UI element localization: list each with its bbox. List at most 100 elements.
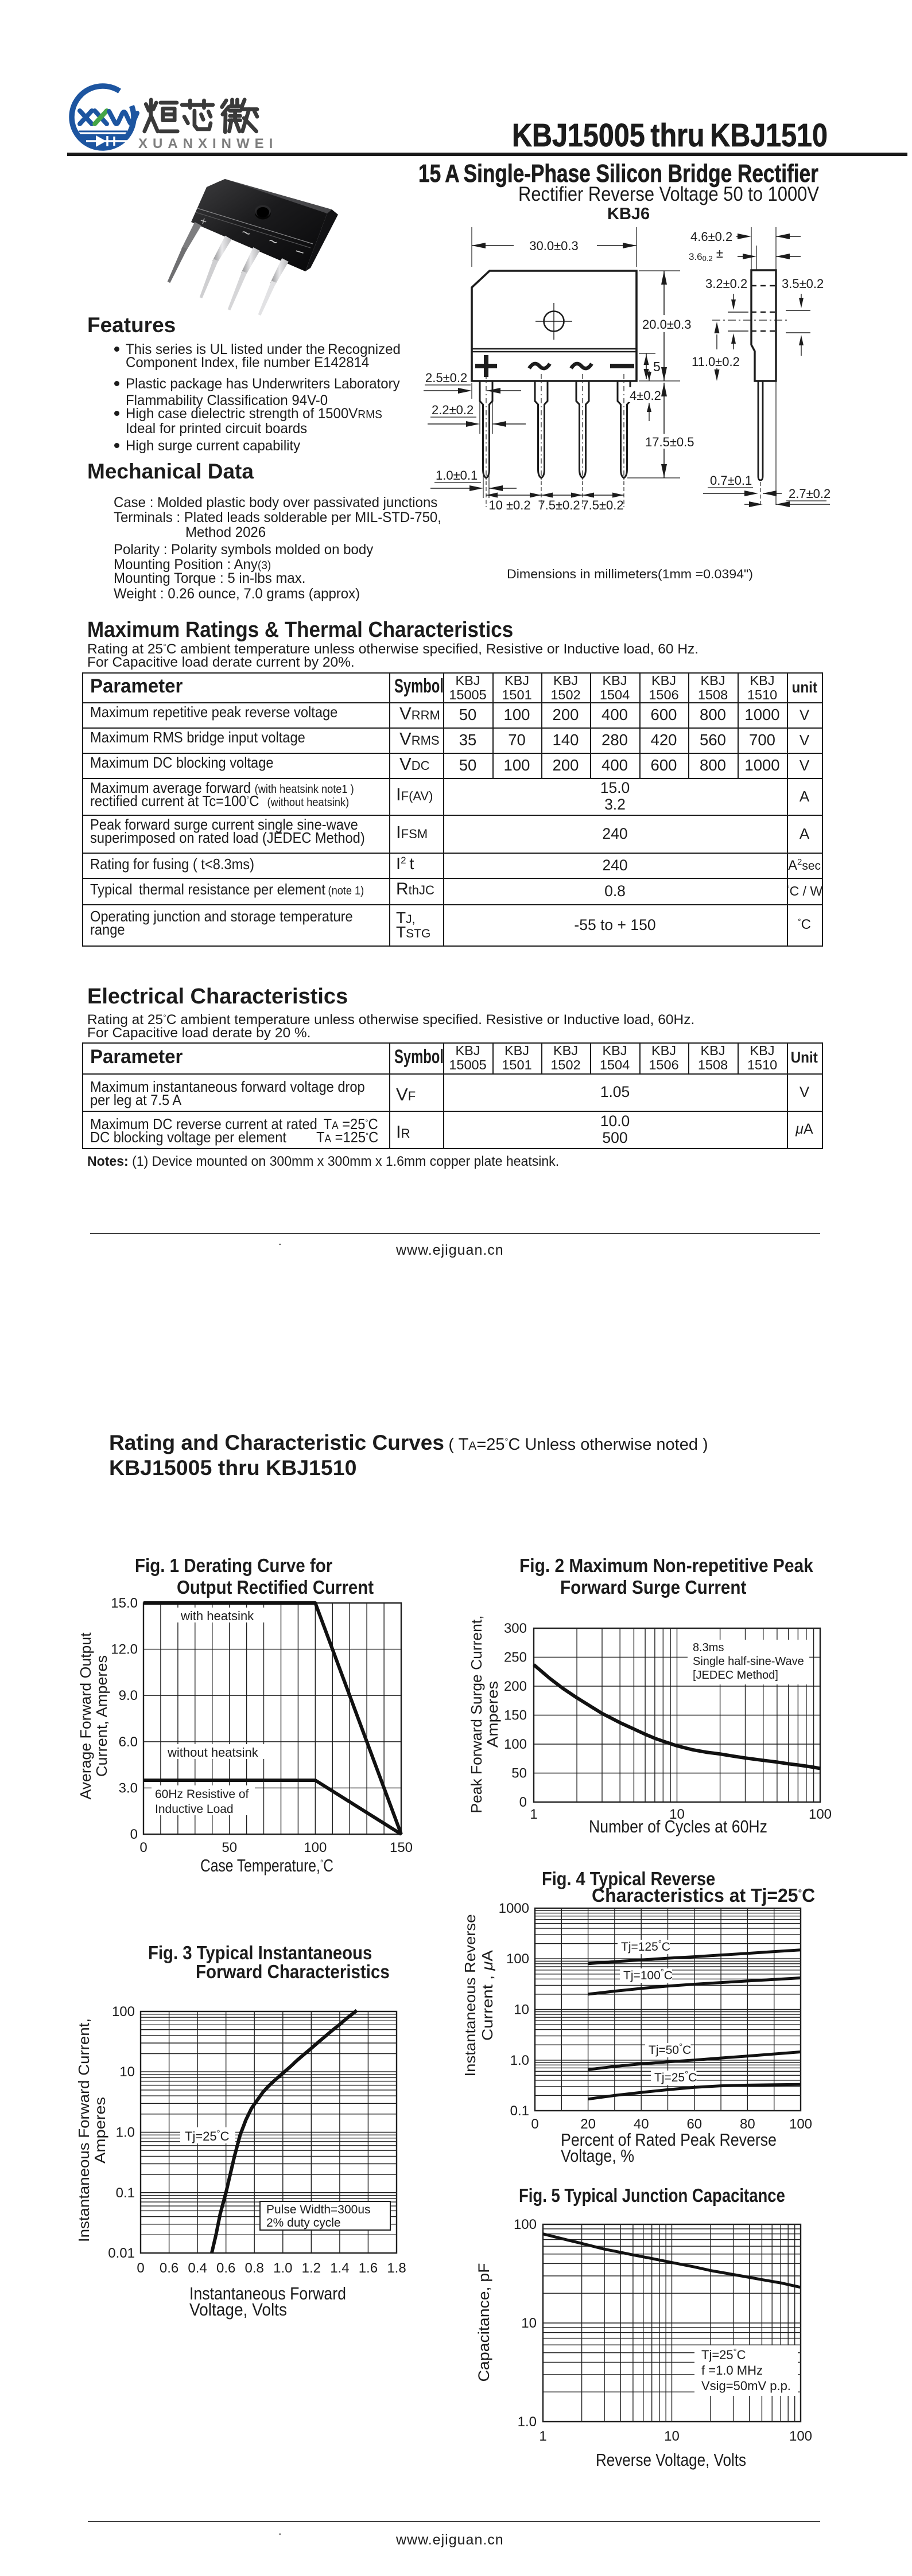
svg-text:4±0.2: 4±0.2 [630, 388, 661, 403]
svg-text:Voltage, Volts: Voltage, Volts [189, 2299, 287, 2320]
svg-text:50: 50 [222, 1840, 237, 1855]
svg-text:Tj=25°C: Tj=25°C [701, 2347, 746, 2362]
svg-text:8.3ms: 8.3ms [693, 1641, 724, 1654]
svg-text:1.0±0.1: 1.0±0.1 [436, 468, 478, 482]
svg-text:2.2±0.2: 2.2±0.2 [432, 403, 474, 417]
svg-text:Tj=25°C: Tj=25°C [654, 2069, 697, 2084]
svg-text:[JEDEC Method]: [JEDEC Method] [693, 1669, 778, 1682]
svg-text:3.2±0.2: 3.2±0.2 [705, 277, 747, 291]
svg-text:0.01: 0.01 [108, 2246, 135, 2261]
svg-text:20: 20 [580, 2116, 596, 2132]
svg-text:Tj=125°C: Tj=125°C [621, 1939, 670, 1954]
svg-text:100: 100 [112, 2004, 135, 2019]
svg-text:1.0: 1.0 [518, 2414, 537, 2430]
svg-text:150: 150 [390, 1840, 413, 1855]
svg-text:1.6: 1.6 [359, 2260, 378, 2276]
svg-text:Number of Cycles at 60Hz: Number of Cycles at 60Hz [589, 1816, 767, 1836]
svg-text:2% duty cycle: 2% duty cycle [266, 2216, 341, 2229]
svg-text:0.1: 0.1 [116, 2185, 135, 2201]
svg-text:5: 5 [653, 359, 661, 374]
svg-text:Pulse Width=300us: Pulse Width=300us [266, 2203, 371, 2216]
svg-text:2.7±0.2: 2.7±0.2 [789, 487, 830, 501]
svg-text:Current, Amperes: Current, Amperes [93, 1655, 110, 1777]
svg-text:0: 0 [531, 2116, 538, 2132]
svg-text:with heatsink: with heatsink [180, 1609, 254, 1623]
svg-text:0: 0 [139, 1840, 147, 1855]
svg-text:40: 40 [634, 2116, 649, 2132]
svg-text:7.5±0.2: 7.5±0.2 [581, 498, 623, 512]
svg-text:without heatsink: without heatsink [167, 1745, 259, 1760]
svg-text:17.5±0.5: 17.5±0.5 [645, 435, 694, 449]
svg-text:150: 150 [504, 1708, 527, 1723]
svg-text:3.60.2 ±: 3.60.2 ± [689, 246, 723, 263]
svg-text:1.2: 1.2 [302, 2260, 321, 2276]
svg-text:10 ±0.2: 10 ±0.2 [488, 498, 530, 512]
svg-text:9.0: 9.0 [119, 1688, 138, 1703]
svg-text:f =1.0 MHz: f =1.0 MHz [701, 2363, 763, 2377]
svg-text:1000: 1000 [499, 1901, 529, 1916]
svg-text:0: 0 [137, 2260, 144, 2276]
svg-text:50: 50 [511, 1766, 527, 1781]
svg-text:10: 10 [514, 2002, 529, 2018]
svg-text:Case Temperature,°C: Case Temperature,°C [200, 1855, 333, 1875]
svg-text:Instantaneous Forward Current,: Instantaneous Forward Current, [75, 2018, 92, 2242]
svg-text:Average Forward Output: Average Forward Output [77, 1632, 94, 1800]
svg-text:0.7±0.1: 0.7±0.1 [710, 473, 752, 488]
svg-text:Amperes: Amperes [91, 2097, 108, 2163]
svg-text:100: 100 [304, 1840, 327, 1855]
svg-text:1: 1 [539, 2429, 546, 2444]
svg-text:10: 10 [669, 1807, 685, 1822]
svg-text:Vsig=50mV p.p.: Vsig=50mV p.p. [701, 2379, 791, 2393]
svg-text:10: 10 [119, 2064, 135, 2080]
svg-text:1.0: 1.0 [273, 2260, 292, 2276]
svg-text:100: 100 [506, 1951, 529, 1967]
svg-text:250: 250 [504, 1650, 527, 1666]
svg-text:2.5±0.2: 2.5±0.2 [425, 371, 467, 385]
svg-text:0.1: 0.1 [510, 2103, 529, 2119]
svg-text:100: 100 [809, 1807, 832, 1822]
svg-text:60: 60 [686, 2116, 702, 2132]
svg-text:Current , μA: Current , μA [479, 1949, 496, 2041]
svg-text:100: 100 [504, 1737, 527, 1752]
svg-text:20.0±0.3: 20.0±0.3 [642, 317, 691, 332]
svg-text:10: 10 [664, 2429, 680, 2444]
svg-text:0.6: 0.6 [216, 2260, 235, 2276]
svg-text:0: 0 [130, 1827, 138, 1842]
svg-text:80: 80 [740, 2116, 755, 2132]
svg-text:3.5±0.2: 3.5±0.2 [782, 277, 824, 291]
svg-text:Percent of Rated Peak Reverse: Percent of Rated Peak Reverse [561, 2130, 777, 2150]
svg-text:100: 100 [789, 2116, 812, 2132]
svg-text:30.0±0.3: 30.0±0.3 [529, 239, 578, 253]
svg-text:4.6±0.2: 4.6±0.2 [690, 229, 732, 244]
svg-text:0.6: 0.6 [160, 2260, 178, 2276]
svg-text:15.0: 15.0 [111, 1596, 138, 1611]
svg-text:0.8: 0.8 [245, 2260, 264, 2276]
svg-text:Peak Forward Surge Current,: Peak Forward Surge Current, [468, 1616, 485, 1814]
svg-text:XUANXINWEI: XUANXINWEI [138, 136, 278, 151]
svg-text:Inductive Load: Inductive Load [155, 1803, 234, 1816]
svg-text:Capacitance, pF: Capacitance, pF [475, 2263, 492, 2382]
svg-text:7.5±0.2: 7.5±0.2 [538, 498, 580, 512]
svg-text:6.0: 6.0 [119, 1734, 138, 1750]
svg-text:100: 100 [789, 2429, 812, 2444]
svg-text:Amperes: Amperes [484, 1681, 501, 1748]
svg-text:Voltage, %: Voltage, % [561, 2146, 634, 2166]
svg-text:0.4: 0.4 [188, 2260, 207, 2276]
svg-text:Tj=25°C: Tj=25°C [185, 2128, 230, 2143]
svg-text:Tj=100°C: Tj=100°C [623, 1967, 673, 1982]
svg-text:1.4: 1.4 [330, 2260, 349, 2276]
svg-text:1.0: 1.0 [510, 2053, 529, 2068]
svg-text:10: 10 [521, 2316, 537, 2331]
svg-text:Instantaneous Reverse: Instantaneous Reverse [461, 1915, 479, 2077]
svg-text:Single half-sine-Wave: Single half-sine-Wave [693, 1655, 804, 1668]
svg-text:12.0: 12.0 [111, 1642, 138, 1657]
svg-text:200: 200 [504, 1679, 527, 1694]
svg-text:1.8: 1.8 [387, 2260, 406, 2276]
svg-text:100: 100 [514, 2217, 537, 2232]
svg-text:Reverse Voltage, Volts: Reverse Voltage, Volts [596, 2450, 746, 2470]
svg-text:Dimensions in millimeters(1mm: Dimensions in millimeters(1mm =0.0394") [507, 567, 753, 581]
svg-text:0: 0 [519, 1795, 527, 1810]
svg-text:Tj=50°C: Tj=50°C [649, 2042, 691, 2057]
svg-text:11.0±0.2: 11.0±0.2 [692, 355, 740, 369]
svg-text:1: 1 [530, 1807, 537, 1822]
